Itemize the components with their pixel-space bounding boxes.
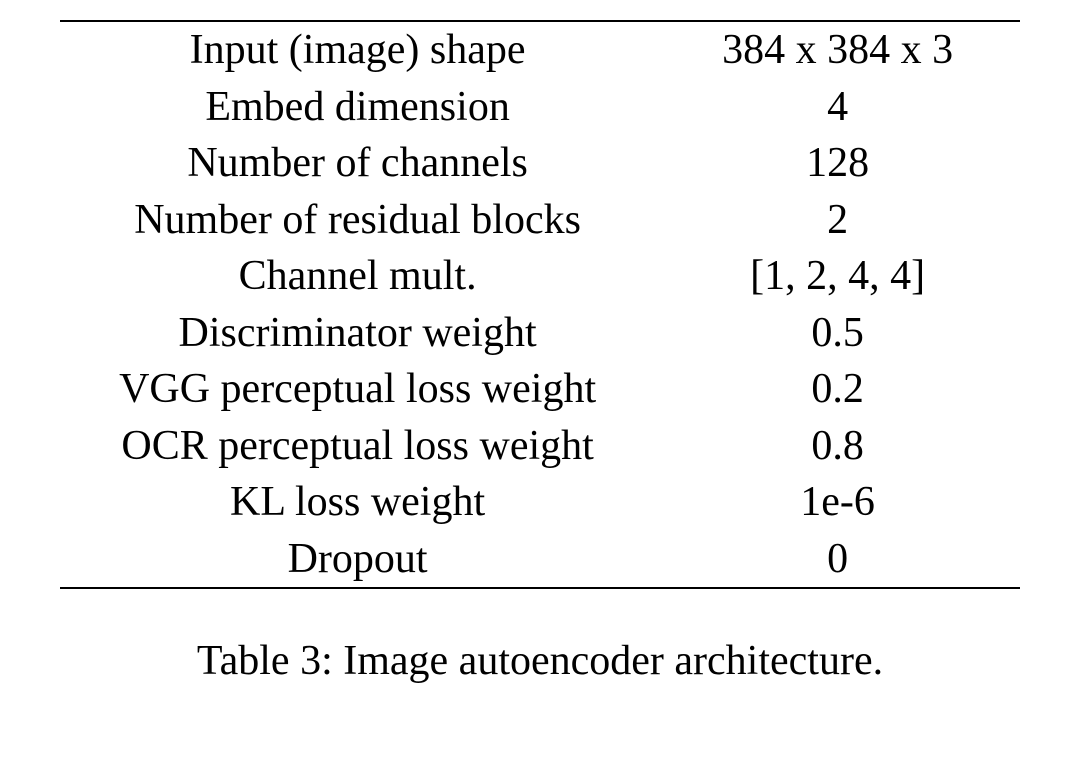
param-value: 0.8	[655, 418, 1020, 475]
param-label: Dropout	[60, 531, 655, 589]
table-row: Dropout 0	[60, 531, 1020, 589]
param-label: Number of residual blocks	[60, 192, 655, 249]
table-row: Channel mult. [1, 2, 4, 4]	[60, 248, 1020, 305]
param-value: 0.5	[655, 305, 1020, 362]
table-caption: Table 3: Image autoencoder architecture.	[197, 637, 883, 685]
table-row: KL loss weight 1e-6	[60, 474, 1020, 531]
param-value: 0	[655, 531, 1020, 589]
table-row: OCR perceptual loss weight 0.8	[60, 418, 1020, 475]
param-value: 4	[655, 79, 1020, 136]
param-value: 0.2	[655, 361, 1020, 418]
param-label: Embed dimension	[60, 79, 655, 136]
param-value: 1e-6	[655, 474, 1020, 531]
param-label: Discriminator weight	[60, 305, 655, 362]
page-wrap: Input (image) shape 384 x 384 x 3 Embed …	[0, 0, 1080, 760]
param-value: 128	[655, 135, 1020, 192]
param-label: Number of channels	[60, 135, 655, 192]
table-row: Number of residual blocks 2	[60, 192, 1020, 249]
param-value: [1, 2, 4, 4]	[655, 248, 1020, 305]
table-row: Number of channels 128	[60, 135, 1020, 192]
param-value: 384 x 384 x 3	[655, 21, 1020, 79]
table-row: Embed dimension 4	[60, 79, 1020, 136]
param-label: VGG perceptual loss weight	[60, 361, 655, 418]
table-row: VGG perceptual loss weight 0.2	[60, 361, 1020, 418]
param-label: KL loss weight	[60, 474, 655, 531]
param-label: Channel mult.	[60, 248, 655, 305]
param-value: 2	[655, 192, 1020, 249]
table-row: Input (image) shape 384 x 384 x 3	[60, 21, 1020, 79]
table-row: Discriminator weight 0.5	[60, 305, 1020, 362]
hyperparameter-table: Input (image) shape 384 x 384 x 3 Embed …	[60, 20, 1020, 589]
param-label: OCR perceptual loss weight	[60, 418, 655, 475]
param-label: Input (image) shape	[60, 21, 655, 79]
